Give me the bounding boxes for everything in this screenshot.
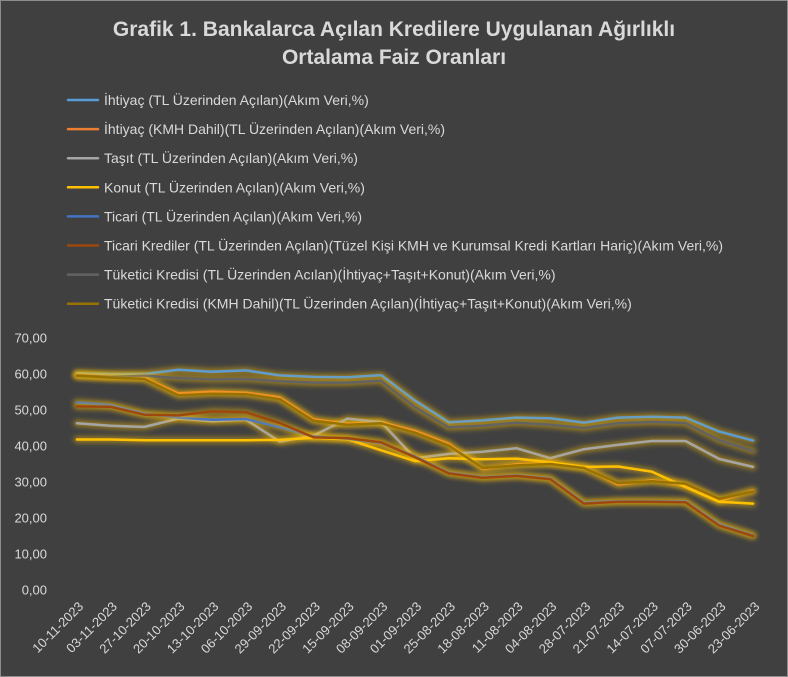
legend-label: İhtiyaç (TL Üzerinden Açılan)(Akım Veri,… [104,91,369,108]
legend-item: İhtiyaç (KMH Dahil)(TL Üzerinden Açılan)… [66,120,445,137]
legend-label: İhtiyaç (KMH Dahil)(TL Üzerinden Açılan)… [104,120,445,137]
series [73,366,757,445]
legend-label: Tüketici Kredisi (KMH Dahil)(TL Üzerinde… [104,295,632,312]
y-tick-label: 40,00 [14,439,47,454]
y-tick-label: 60,00 [14,367,47,382]
plot-area [73,366,757,540]
chart-title: Grafik 1. Bankalarca Açılan Kredilere Uy… [112,18,676,69]
legend-label: Taşıt (TL Üzerinden Açılan)(Akım Veri,%) [104,149,358,166]
y-tick-label: 0,00 [22,583,47,598]
legend-item: Ticari Krediler (TL Üzerinden Açılan)(Tü… [66,237,723,254]
legend-item: Konut (TL Üzerinden Açılan)(Akım Veri,%) [66,178,365,195]
y-tick-label: 30,00 [14,475,47,490]
legend-label: Ticari (TL Üzerinden Açılan)(Akım Veri,%… [104,207,362,224]
series-line [75,374,755,453]
legend-item: Tüketici Kredisi (KMH Dahil)(TL Üzerinde… [66,295,632,312]
y-axis: 0,00 10,00 20,00 30,00 40,00 50,00 60,00 70,00 [14,331,47,598]
y-tick-label: 20,00 [14,511,47,526]
series [73,402,757,540]
series-line [75,436,755,505]
series-line [75,368,755,442]
legend-item: İhtiyaç (TL Üzerinden Açılan)(Akım Veri,… [66,91,369,108]
y-tick-label: 10,00 [14,547,47,562]
legend-item: Taşıt (TL Üzerinden Açılan)(Akım Veri,%) [66,149,358,166]
legend-label: Tüketici Kredisi (TL Üzerinden Acılan)(İ… [104,266,556,283]
series [73,372,757,503]
y-tick-label: 50,00 [14,403,47,418]
y-tick-label: 70,00 [14,331,47,346]
legend-item: Ticari (TL Üzerinden Açılan)(Akım Veri,%… [66,207,362,224]
x-axis: 10-11-202303-11-202327-10-202320-10-2023… [29,599,762,657]
legend-item: Tüketici Kredisi (TL Üzerinden Acılan)(İ… [66,266,556,283]
legend: İhtiyaç (TL Üzerinden Açılan)(Akım Veri,… [66,91,723,312]
legend-label: Ticari Krediler (TL Üzerinden Açılan)(Tü… [104,237,723,254]
series [73,371,757,455]
series-line [75,405,755,538]
legend-label: Konut (TL Üzerinden Açılan)(Akım Veri,%) [104,178,365,195]
series-line [75,374,755,501]
series [73,434,757,508]
